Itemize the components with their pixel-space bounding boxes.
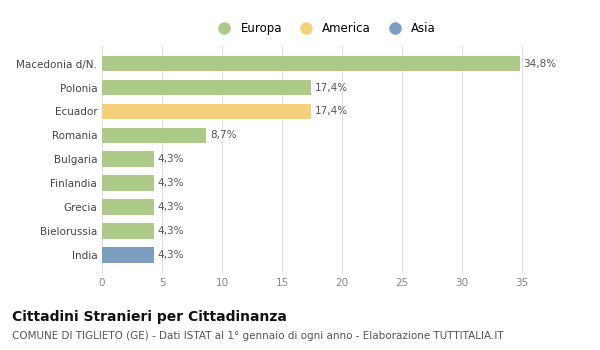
Bar	[102, 223, 154, 239]
Text: 17,4%: 17,4%	[314, 83, 347, 92]
Text: 4,3%: 4,3%	[157, 250, 184, 260]
Text: Cittadini Stranieri per Cittadinanza: Cittadini Stranieri per Cittadinanza	[12, 310, 287, 324]
Text: 34,8%: 34,8%	[523, 58, 556, 69]
Bar	[102, 104, 311, 119]
Bar	[102, 247, 154, 262]
Text: 8,7%: 8,7%	[210, 130, 236, 140]
Bar	[102, 56, 520, 71]
Text: 17,4%: 17,4%	[314, 106, 347, 117]
Bar	[102, 175, 154, 191]
Bar	[102, 152, 154, 167]
Text: 4,3%: 4,3%	[157, 154, 184, 164]
Text: 4,3%: 4,3%	[157, 202, 184, 212]
Text: COMUNE DI TIGLIETO (GE) - Dati ISTAT al 1° gennaio di ogni anno - Elaborazione T: COMUNE DI TIGLIETO (GE) - Dati ISTAT al …	[12, 331, 503, 341]
Text: 4,3%: 4,3%	[157, 226, 184, 236]
Bar	[102, 199, 154, 215]
Legend: Europa, America, Asia: Europa, America, Asia	[208, 17, 440, 40]
Bar	[102, 80, 311, 95]
Bar	[102, 127, 206, 143]
Text: 4,3%: 4,3%	[157, 178, 184, 188]
